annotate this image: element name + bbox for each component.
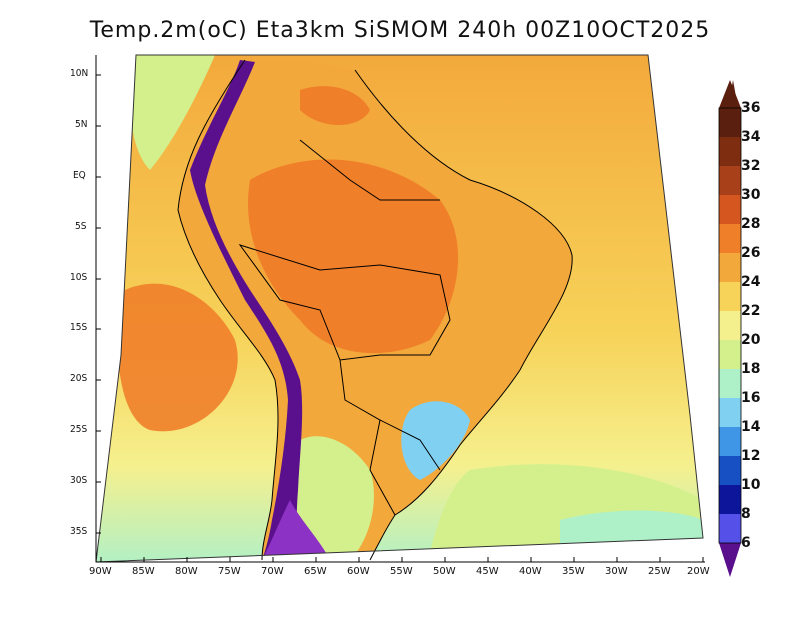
- temperature-field: [96, 55, 703, 562]
- colorbar-label-32: 32: [741, 158, 761, 174]
- colorbar-top-arrow-cap: [719, 80, 741, 108]
- lon-label-55w: 55W: [390, 566, 413, 577]
- colorbar-label-22: 22: [741, 303, 761, 319]
- lat-label-30s: 30S: [70, 475, 88, 486]
- lon-label-65w: 65W: [304, 566, 327, 577]
- west-coastline: [177, 59, 279, 561]
- lon-label-25w: 25W: [648, 566, 671, 577]
- colorbar-bin-16: [719, 398, 741, 427]
- domain-outline: [95, 54, 704, 563]
- country-borders: [177, 59, 573, 561]
- colorbar-bin-34: [719, 137, 741, 166]
- colorbar-bin-12: [719, 456, 741, 485]
- lon-label-80w: 80W: [175, 566, 198, 577]
- lat-label-15s: 15S: [70, 322, 88, 333]
- south-atlantic-cold-zone: [560, 510, 703, 545]
- se-brazil-cool-zone: [401, 401, 470, 480]
- lat-label-25s: 25S: [70, 424, 88, 435]
- lat-ticks: [96, 74, 101, 534]
- colorbar-bin-22: [719, 311, 741, 340]
- colorbar-label-20: 20: [741, 332, 761, 348]
- colorbar-bin-24: [719, 282, 741, 311]
- brazil-west-border: [238, 244, 451, 361]
- colorbar-label-6: 6: [741, 535, 751, 551]
- colorbar-bottom-arrow: [719, 543, 741, 577]
- colorbar-label-28: 28: [741, 216, 761, 232]
- nw-pacific-cool-zone: [130, 55, 215, 170]
- lon-label-60w: 60W: [347, 566, 370, 577]
- east-coastline: [354, 69, 573, 561]
- colorbar-label-26: 26: [741, 245, 761, 261]
- colorbar-label-24: 24: [741, 274, 761, 290]
- uruguay-border: [369, 419, 396, 516]
- colorbar-label-16: 16: [741, 390, 761, 406]
- colorbar-bin-10: [719, 485, 741, 514]
- lon-label-70w: 70W: [261, 566, 284, 577]
- colorbar-frame: [718, 107, 742, 544]
- lat-label-5s: 5S: [75, 221, 87, 232]
- colorbar-bin-28: [719, 224, 741, 253]
- colorbar-label-30: 30: [741, 187, 761, 203]
- colorbar-bin-26: [719, 253, 741, 282]
- colorbar-label-34: 34: [741, 129, 761, 145]
- lon-label-30w: 30W: [605, 566, 628, 577]
- colorbar-label-12: 12: [741, 448, 761, 464]
- colorbar-label-36: 36: [741, 100, 761, 116]
- patagonia-cold-zone: [262, 500, 330, 560]
- lon-label-35w: 35W: [562, 566, 585, 577]
- lat-label-10n: 10N: [70, 68, 89, 79]
- colorbar-bin-20: [719, 340, 741, 369]
- lat-label-35s: 35S: [70, 526, 88, 537]
- colorbar-bin-18: [719, 369, 741, 398]
- venezuela-border: [299, 139, 440, 201]
- colorbar-bin-36: [719, 108, 741, 137]
- lon-ticks: [100, 557, 704, 562]
- lat-label-10s: 10S: [70, 272, 88, 283]
- colorbar-bin-32: [719, 166, 741, 195]
- lat-label-eq: EQ: [73, 170, 86, 181]
- lat-label-5n: 5N: [75, 119, 88, 130]
- map-title: Temp.2m(oC) Eta3km SiSMOM 240h 00Z10OCT2…: [89, 18, 711, 43]
- colorbar-label-14: 14: [741, 419, 761, 435]
- lon-label-75w: 75W: [218, 566, 241, 577]
- north-hot-zone: [300, 86, 370, 125]
- lon-label-45w: 45W: [476, 566, 499, 577]
- lat-label-20s: 20S: [70, 373, 88, 384]
- colorbar: [718, 80, 742, 577]
- pacific-warm-zone: [118, 283, 238, 432]
- colorbar-label-18: 18: [741, 361, 761, 377]
- colorbar-bin-14: [719, 427, 741, 456]
- colorbar-label-10: 10: [741, 477, 761, 493]
- lon-label-20w: 20W: [687, 566, 710, 577]
- lon-label-85w: 85W: [132, 566, 155, 577]
- colorbar-bin-30: [719, 195, 741, 224]
- colorbar-label-8: 8: [741, 506, 751, 522]
- colorbar-bin-8: [719, 514, 741, 543]
- lon-label-40w: 40W: [519, 566, 542, 577]
- lon-label-90w: 90W: [89, 566, 112, 577]
- lon-label-50w: 50W: [433, 566, 456, 577]
